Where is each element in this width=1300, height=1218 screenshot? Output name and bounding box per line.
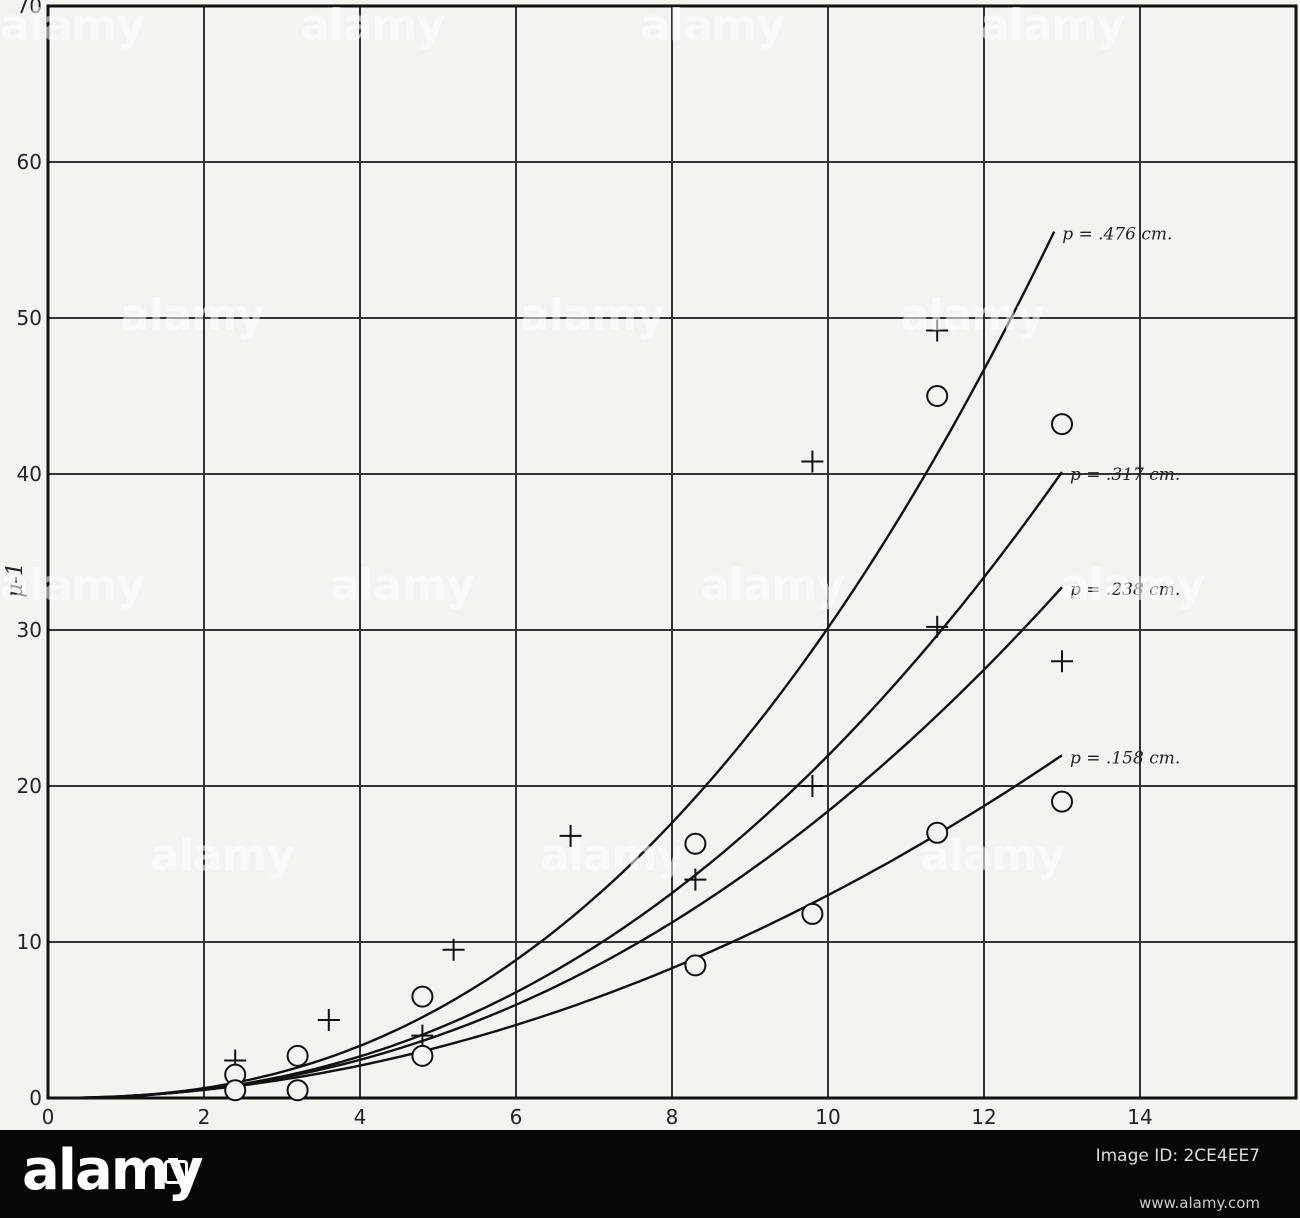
data-points: [224, 319, 1073, 1102]
x-tick-label: 2: [198, 1105, 211, 1129]
cross-point: [559, 824, 582, 847]
curve-label: p = .238 cm.: [1070, 580, 1180, 600]
circle-point: [411, 1044, 434, 1067]
banner-url: www.alamy.com: [1139, 1194, 1260, 1212]
circle-point: [286, 1044, 309, 1067]
series-curve: [48, 231, 1056, 1100]
logo-mark-icon: [164, 1160, 188, 1184]
cross-point: [411, 1024, 434, 1047]
series-curve: [48, 586, 1063, 1100]
y-axis-label: μ-1: [3, 562, 28, 598]
stock-banner: alamy Image ID: 2CE4EE7 www.alamy.com: [0, 1130, 1300, 1218]
cross-point: [801, 450, 824, 473]
cross-point: [926, 319, 949, 342]
y-tick-label: 30: [17, 618, 42, 642]
curve-label: p = .158 cm.: [1070, 748, 1180, 768]
circle-point: [1051, 790, 1073, 813]
circle-point: [684, 832, 707, 855]
cross-point: [442, 938, 465, 961]
cross-point: [684, 868, 707, 891]
curve-labels: p = .476 cm. p = .317 cm. p = .238 cm. p = …: [1062, 225, 1180, 769]
y-tick-label: 60: [17, 150, 42, 174]
circle-point: [286, 1079, 309, 1102]
x-tick-label: 12: [971, 1105, 996, 1129]
plot-frame: [46, 4, 1298, 1100]
circle-point: [926, 821, 949, 844]
curve-label: p = .476 cm.: [1062, 225, 1172, 245]
cross-point: [1051, 650, 1073, 673]
y-tick-label: 40: [17, 462, 42, 486]
y-tick-label: 70: [17, 0, 42, 18]
y-tick-label: 50: [17, 306, 42, 330]
x-tick-label: 4: [354, 1105, 367, 1129]
circle-point: [224, 1079, 247, 1102]
x-tick-label: 8: [666, 1105, 679, 1129]
image-id-label: Image ID: 2CE4EE7: [1095, 1146, 1260, 1166]
y-tick-label: 0: [29, 1086, 42, 1110]
curves: [48, 231, 1063, 1100]
x-tick-label: 6: [510, 1105, 523, 1129]
curve-label: p = .317 cm.: [1070, 465, 1180, 485]
circle-point: [801, 902, 824, 925]
cross-point: [926, 615, 949, 638]
cross-point: [801, 775, 824, 797]
cross-point: [317, 1009, 340, 1031]
y-tick-label: 10: [17, 930, 42, 954]
y-tick-label: 20: [17, 774, 42, 798]
tick-labels: 0 2 4 6 8 10 12 14 0 10 20 30 40 50 60 70: [17, 0, 1153, 1129]
x-tick-label: 14: [1127, 1105, 1152, 1129]
x-tick-label: 0: [42, 1105, 55, 1129]
x-tick-label: 10: [815, 1105, 840, 1129]
circle-point: [411, 985, 434, 1008]
circle-point: [926, 385, 949, 407]
grid: [48, 6, 1296, 1098]
circle-point: [684, 954, 707, 977]
series-curve: [48, 754, 1063, 1100]
circle-point: [1051, 413, 1073, 436]
banner-logo: alamy: [22, 1138, 204, 1203]
